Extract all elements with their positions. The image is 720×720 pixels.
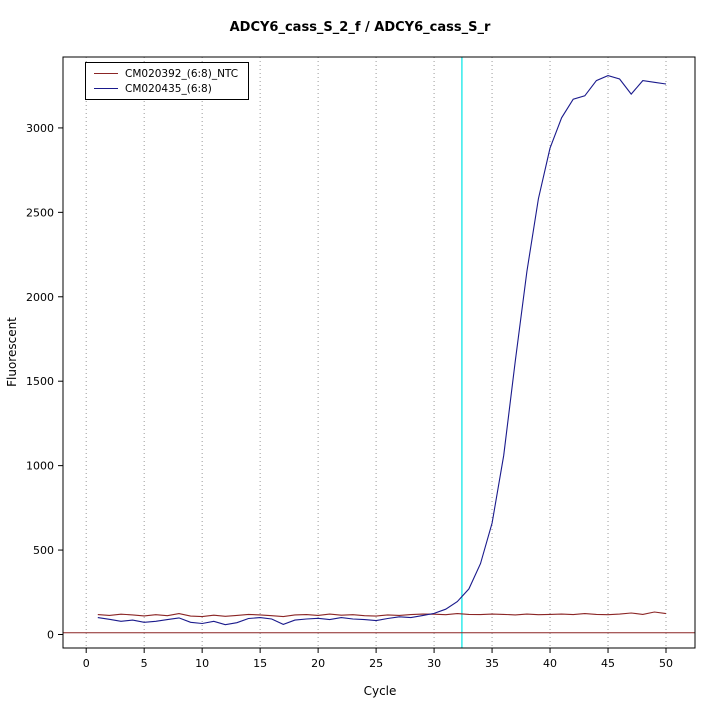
x-tick-label: 10 xyxy=(195,657,209,670)
x-tick-label: 35 xyxy=(485,657,499,670)
x-tick-label: 40 xyxy=(543,657,557,670)
y-tick-label: 500 xyxy=(33,544,54,557)
legend-item-ntc: CM020392_(6:8)_NTC xyxy=(94,67,238,80)
series-line-ntc xyxy=(97,611,667,618)
plot-box xyxy=(62,56,696,649)
chart-legend: CM020392_(6:8)_NTC CM020435_(6:8) xyxy=(85,62,250,100)
chart-title: ADCY6_cass_S_2_f / ADCY6_cass_S_r xyxy=(229,20,491,35)
x-tick-label: 0 xyxy=(83,657,90,670)
y-tick-label: 1000 xyxy=(26,460,54,473)
legend-line-swatch-sample xyxy=(94,88,118,89)
legend-item-sample: CM020435_(6:8) xyxy=(94,82,238,95)
x-axis-label: Cycle xyxy=(363,684,397,698)
legend-label-sample: CM020435_(6:8) xyxy=(125,82,212,95)
y-tick-label: 2500 xyxy=(26,206,54,219)
legend-line-swatch-ntc xyxy=(94,73,118,74)
x-tick-label: 30 xyxy=(427,657,441,670)
x-tick-label: 20 xyxy=(311,657,325,670)
y-tick-label: 0 xyxy=(47,628,54,641)
x-tick-label: 15 xyxy=(253,657,267,670)
legend-label-ntc: CM020392_(6:8)_NTC xyxy=(125,67,239,80)
x-tick-label: 25 xyxy=(369,657,383,670)
series-line-sample xyxy=(97,75,667,626)
y-tick-label: 2000 xyxy=(26,291,54,304)
y-tick-label: 3000 xyxy=(26,122,54,135)
x-tick-label: 5 xyxy=(141,657,148,670)
x-tick-label: 45 xyxy=(601,657,615,670)
y-tick-label: 1500 xyxy=(26,375,54,388)
x-tick-label: 50 xyxy=(659,657,673,670)
y-axis-label: Fluorescent xyxy=(5,317,19,387)
